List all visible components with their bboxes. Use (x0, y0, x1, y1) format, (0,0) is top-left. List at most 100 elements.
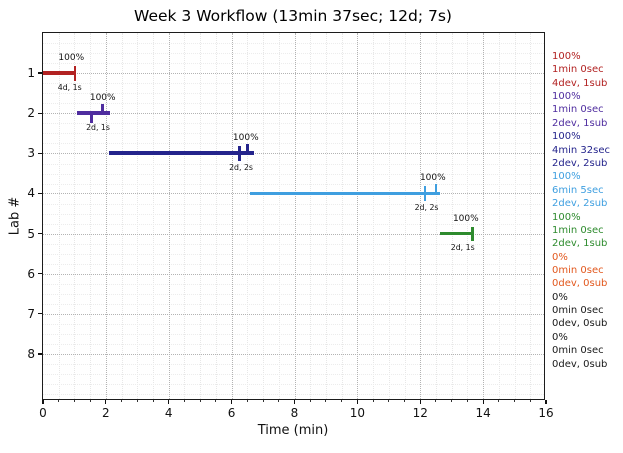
x-axis-tick (545, 399, 547, 404)
x-axis-minor-tick (183, 399, 185, 402)
gridline-minor-v (58, 33, 60, 399)
event-tick (471, 226, 475, 242)
bar-lab-1 (43, 71, 76, 75)
x-axis-tick (419, 399, 421, 404)
x-axis-minor-tick (388, 399, 390, 402)
bar-percent-label: 100% (452, 213, 479, 224)
gridline-minor-v (200, 33, 202, 399)
event-tick (434, 183, 438, 195)
gridline-major-h (43, 113, 544, 115)
gridline-minor-h (43, 284, 544, 285)
x-axis-minor-tick (451, 399, 453, 402)
event-tick (101, 103, 105, 115)
y-axis-tick (37, 232, 42, 235)
gridline-minor-v (404, 33, 406, 399)
y-tick-label: 3 (27, 146, 35, 161)
x-axis-minor-tick (309, 399, 311, 402)
y-tick-label: 7 (27, 306, 35, 321)
gridline-minor-v (514, 33, 516, 399)
x-axis-minor-tick (121, 399, 123, 402)
gridline-minor-v (74, 33, 76, 399)
gridline-minor-v (263, 33, 265, 399)
summary-devsub: 2dev, 1sub (552, 238, 608, 250)
y-tick-label: 5 (27, 226, 35, 241)
gridline-minor-h (43, 374, 544, 376)
bar-lab-5 (440, 231, 473, 236)
x-tick-label: 2 (102, 406, 110, 420)
gridline-major-v (357, 33, 359, 399)
summary-percent: 100% (552, 211, 581, 223)
bar-events-label: 2d, 2s (414, 202, 439, 212)
y-axis-tick (37, 273, 42, 275)
summary-percent: 100% (552, 51, 581, 62)
gridline-minor-v (467, 33, 469, 399)
lab-2-summary: 100% 1min 0sec 2dev, 1sub (552, 90, 622, 130)
summary-time: 0min 0sec (552, 264, 604, 276)
gridline-minor-v (278, 33, 280, 399)
gridline-minor-h (43, 203, 544, 205)
gridline-minor-h (43, 43, 544, 45)
y-tick-label: 6 (27, 266, 35, 281)
x-axis-minor-tick (152, 399, 154, 402)
gridline-minor-h (43, 53, 544, 55)
gridline-minor-h (43, 103, 544, 105)
summary-percent: 100% (552, 91, 581, 103)
chart-title: Week 3 Workflow (13min 37sec; 12d; 7s) (134, 7, 452, 25)
y-axis-tick (37, 72, 42, 74)
gridline-major-v (294, 33, 296, 399)
gridline-minor-v (388, 33, 390, 399)
gridline-minor-h (43, 163, 544, 165)
x-tick-label: 16 (538, 406, 554, 420)
x-axis-minor-tick (136, 399, 138, 402)
gridline-minor-h (43, 63, 544, 65)
bar-events-label: 2d, 2s (229, 162, 253, 172)
gridline-minor-h (43, 83, 544, 85)
gridline-minor-h (43, 123, 544, 125)
y-tick-label: 4 (27, 186, 35, 201)
gridline-minor-v (215, 33, 217, 399)
gridline-minor-v (325, 33, 327, 399)
y-axis-tick (37, 313, 42, 315)
summary-percent: 0% (552, 251, 568, 263)
summary-devsub: 0dev, 0sub (552, 318, 608, 330)
gridline-minor-h (43, 133, 544, 135)
gridline-minor-v (373, 33, 375, 399)
gridline-minor-v (435, 33, 437, 399)
gridline-minor-h (43, 253, 544, 255)
x-tick-label: 0 (39, 406, 47, 420)
gridline-minor-v (498, 33, 500, 399)
x-axis-tick (293, 399, 296, 404)
y-axis-tick (37, 112, 42, 114)
gridline-minor-h (43, 263, 544, 265)
gridline-major-h (43, 73, 544, 74)
x-axis-minor-tick (325, 399, 327, 402)
x-tick-label: 4 (164, 406, 173, 420)
x-tick-label: 14 (475, 406, 491, 420)
gridline-minor-h (43, 243, 544, 245)
gridline-minor-h (43, 334, 544, 336)
summary-percent: 100% (552, 131, 581, 143)
gridline-major-v (168, 33, 170, 399)
summary-devsub: 0dev, 0sub (552, 358, 608, 370)
gridline-major-h (43, 273, 544, 275)
summary-time: 0min 0sec (552, 305, 604, 317)
gridline-minor-v (451, 33, 453, 399)
x-axis-minor-tick (372, 399, 374, 402)
x-axis-minor-tick (246, 399, 248, 402)
gridline-major-h (43, 153, 544, 155)
gridline-minor-h (43, 223, 544, 225)
x-axis-minor-tick (262, 399, 264, 402)
summary-devsub: 4dev, 1sub (552, 77, 608, 89)
lab-5-summary: 100% 1min 0sec 2dev, 1sub (552, 211, 622, 251)
gridline-minor-v (310, 33, 312, 399)
plot-area: 0 2 4 6 8 10 12 14 16 1 2 3 4 5 6 7 8 100% 4d, 1s 100% 2d, 1… (27, 32, 554, 420)
bar-events-label: 2d, 1s (86, 122, 110, 132)
x-axis-tick (42, 399, 44, 404)
event-tick (90, 111, 94, 123)
x-axis-minor-tick (73, 399, 75, 402)
x-tick-label: 8 (290, 406, 299, 420)
y-tick-label: 8 (27, 346, 35, 361)
x-axis-minor-tick (215, 399, 217, 402)
gridline-minor-h (43, 143, 544, 145)
gridline-minor-h (43, 364, 544, 366)
